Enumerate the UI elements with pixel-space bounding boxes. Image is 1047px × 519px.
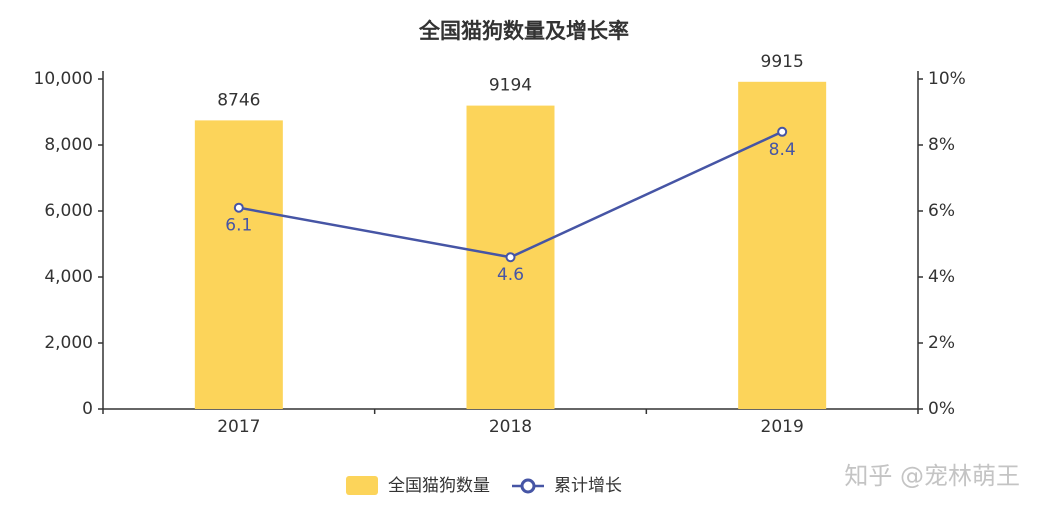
bar-value-label: 9915	[761, 52, 804, 72]
legend-label: 全国猫狗数量	[388, 476, 490, 496]
y2-tick-label: 4%	[928, 267, 955, 287]
y-tick-label: 6,000	[44, 201, 93, 221]
line-value-label: 4.6	[497, 265, 524, 285]
x-tick-label: 2018	[489, 417, 532, 437]
bar-value-label: 9194	[489, 76, 532, 96]
y-tick-label: 8,000	[44, 135, 93, 155]
legend-swatch	[346, 476, 378, 495]
watermark: 知乎 @宠林萌王	[844, 462, 1020, 490]
x-tick-label: 2019	[761, 417, 804, 437]
y2-tick-label: 8%	[928, 135, 955, 155]
legend-label: 累计增长	[554, 476, 622, 496]
y2-tick-label: 2%	[928, 333, 955, 353]
bar	[194, 120, 283, 409]
y-tick-label: 10,000	[34, 69, 93, 89]
y-tick-label: 0	[82, 399, 93, 419]
y-tick-label: 2,000	[44, 333, 93, 353]
y2-tick-label: 0%	[928, 399, 955, 419]
y2-tick-label: 10%	[928, 69, 966, 89]
line-point	[505, 252, 516, 263]
bar-value-label: 8746	[217, 90, 260, 110]
legend-swatch	[520, 478, 536, 494]
line-value-label: 6.1	[225, 216, 252, 236]
line-point	[233, 202, 244, 213]
line-point	[777, 126, 788, 137]
x-tick-label: 2017	[217, 417, 260, 437]
chart-title: 全国猫狗数量及增长率	[418, 19, 629, 43]
line-value-label: 8.4	[769, 140, 796, 160]
y2-tick-label: 6%	[928, 201, 955, 221]
y-tick-label: 4,000	[44, 267, 93, 287]
